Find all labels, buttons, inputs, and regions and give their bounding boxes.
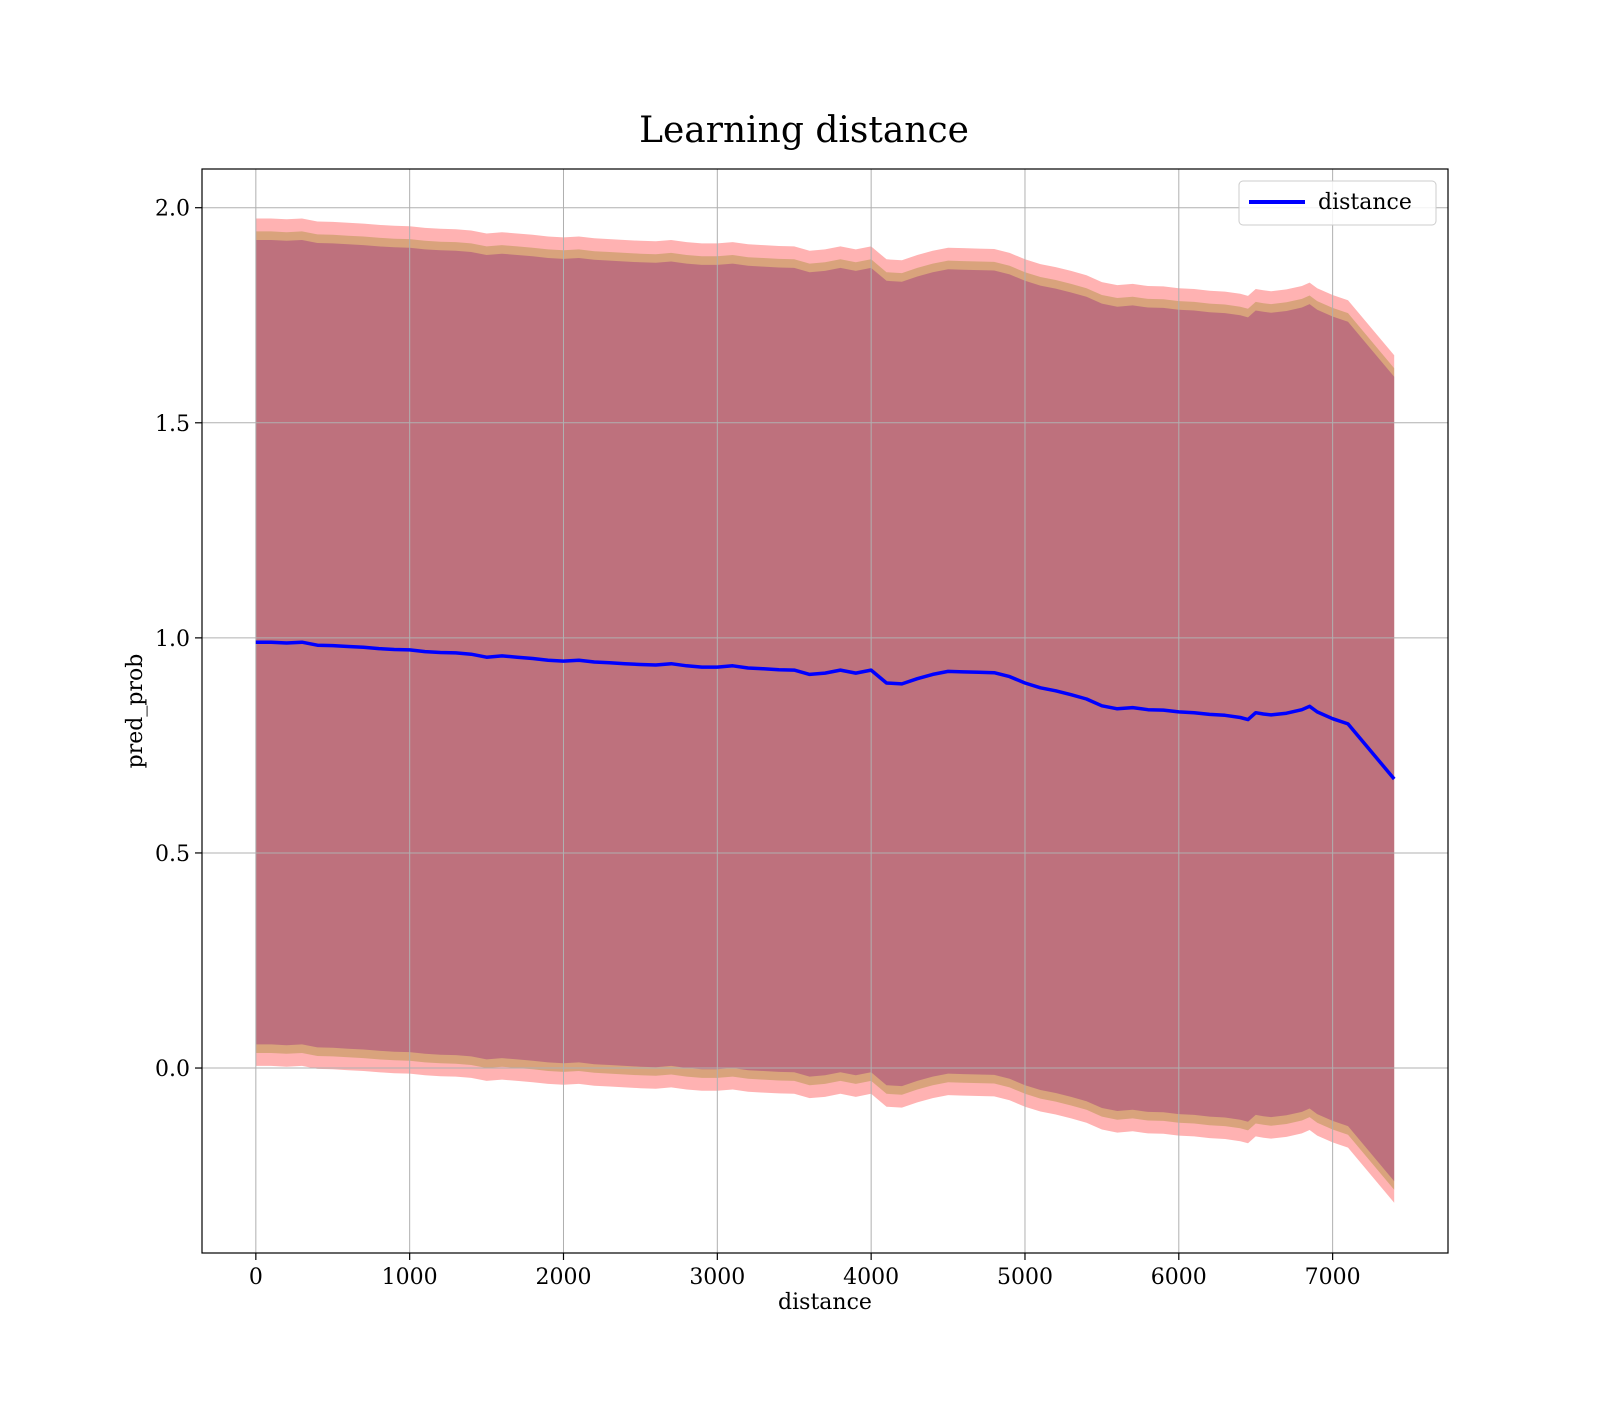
- x-tick-label-1000: 1000: [382, 1265, 438, 1290]
- series-line-distance: [255, 640, 1396, 781]
- y-tick-label-1: 0.5: [155, 842, 190, 867]
- band-0: [255, 218, 1395, 1203]
- confidence-bands: [255, 218, 1395, 1203]
- chart-title: Learning distance: [639, 110, 969, 151]
- x-tick-label-7000: 7000: [1305, 1265, 1361, 1290]
- y-tick-label-2: 1.0: [155, 627, 190, 652]
- band-1: [255, 231, 1395, 1190]
- x-tick-label-6000: 6000: [1151, 1265, 1207, 1290]
- band-2: [255, 240, 1395, 1182]
- x-tick-label-3000: 3000: [689, 1265, 745, 1290]
- legend: distance: [1238, 180, 1437, 226]
- x-axis-ticks: 0 1000 2000 3000 4000 5000 6000 7000: [249, 1253, 1361, 1290]
- y-axis-ticks: 0.0 0.5 1.0 1.5 2.0: [155, 197, 202, 1082]
- x-tick-label-0: 0: [249, 1265, 263, 1290]
- x-tick-label-2000: 2000: [535, 1265, 591, 1290]
- y-tick-label-4: 2.0: [155, 197, 190, 222]
- y-axis-label: pred_prob: [123, 654, 148, 769]
- legend-box: [1238, 180, 1437, 226]
- series-lines: [255, 640, 1396, 781]
- x-tick-label-4000: 4000: [843, 1265, 899, 1290]
- x-axis-label: distance: [778, 1290, 872, 1315]
- y-tick-label-0: 0.0: [155, 1057, 190, 1082]
- y-tick-label-3: 1.5: [155, 412, 190, 437]
- x-tick-label-5000: 5000: [997, 1265, 1053, 1290]
- plot-frame: [201, 168, 1449, 1254]
- legend-entry-distance: distance: [1318, 190, 1412, 215]
